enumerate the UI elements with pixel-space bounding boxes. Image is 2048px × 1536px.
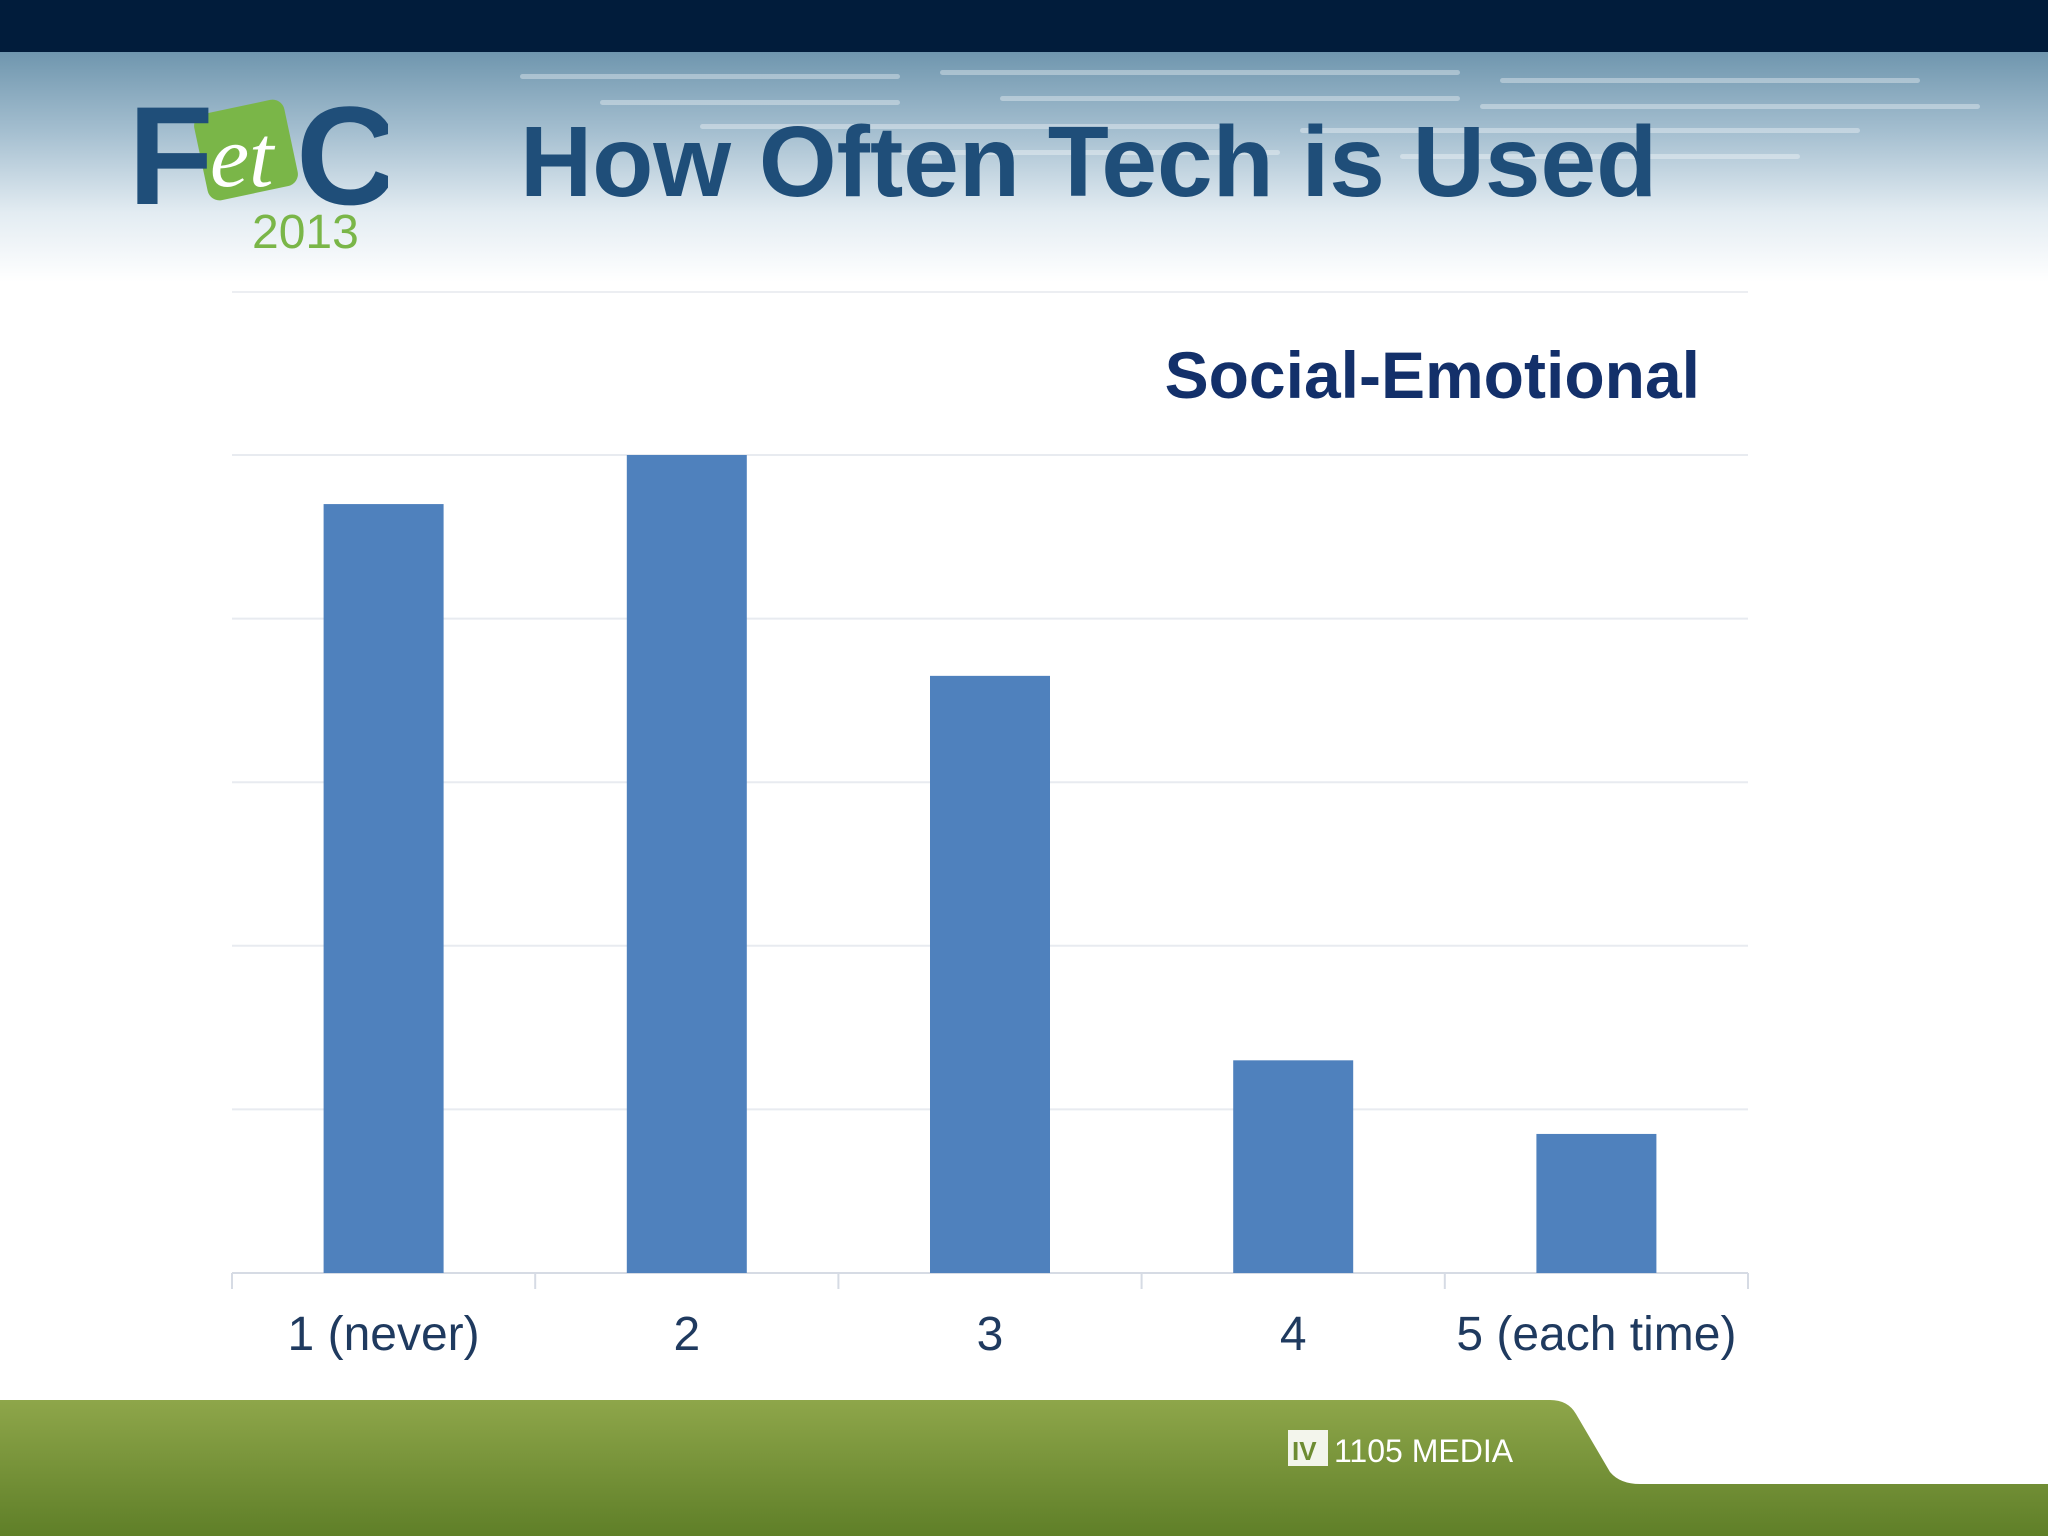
- fetc-logo: F et C 2013: [128, 84, 388, 254]
- bar: [1536, 1133, 1657, 1273]
- bar: [626, 455, 747, 1273]
- svg-text:C: C: [296, 84, 388, 234]
- bar: [323, 504, 444, 1274]
- chart-title: Social-Emotional: [1165, 338, 1700, 412]
- media-brand-logo: IV 1105 MEDIA: [1288, 1424, 1548, 1474]
- footer-band: [0, 1400, 2048, 1536]
- x-tick-label: 2: [673, 1308, 700, 1361]
- x-tick-label: 5 (each time): [1456, 1308, 1736, 1361]
- x-tick-label: 3: [977, 1308, 1004, 1361]
- bar: [1233, 1060, 1354, 1273]
- x-tick-label: 1 (never): [288, 1308, 480, 1361]
- x-tick-label: 4: [1280, 1308, 1307, 1361]
- svg-text:2013: 2013: [252, 206, 359, 254]
- top-bar: [0, 0, 2048, 52]
- bar: [930, 675, 1050, 1273]
- header-band: [0, 52, 2048, 282]
- bar-chart: Social-Emotional 1 (never) 2 3 4 5 (each time…: [231, 291, 1749, 1361]
- svg-text:IV: IV: [1292, 1436, 1317, 1466]
- brand-text: 1105 MEDIA: [1334, 1433, 1514, 1469]
- svg-text:et: et: [210, 109, 276, 206]
- svg-text:F: F: [128, 84, 214, 234]
- slide-title: How Often Tech is Used: [520, 106, 1658, 218]
